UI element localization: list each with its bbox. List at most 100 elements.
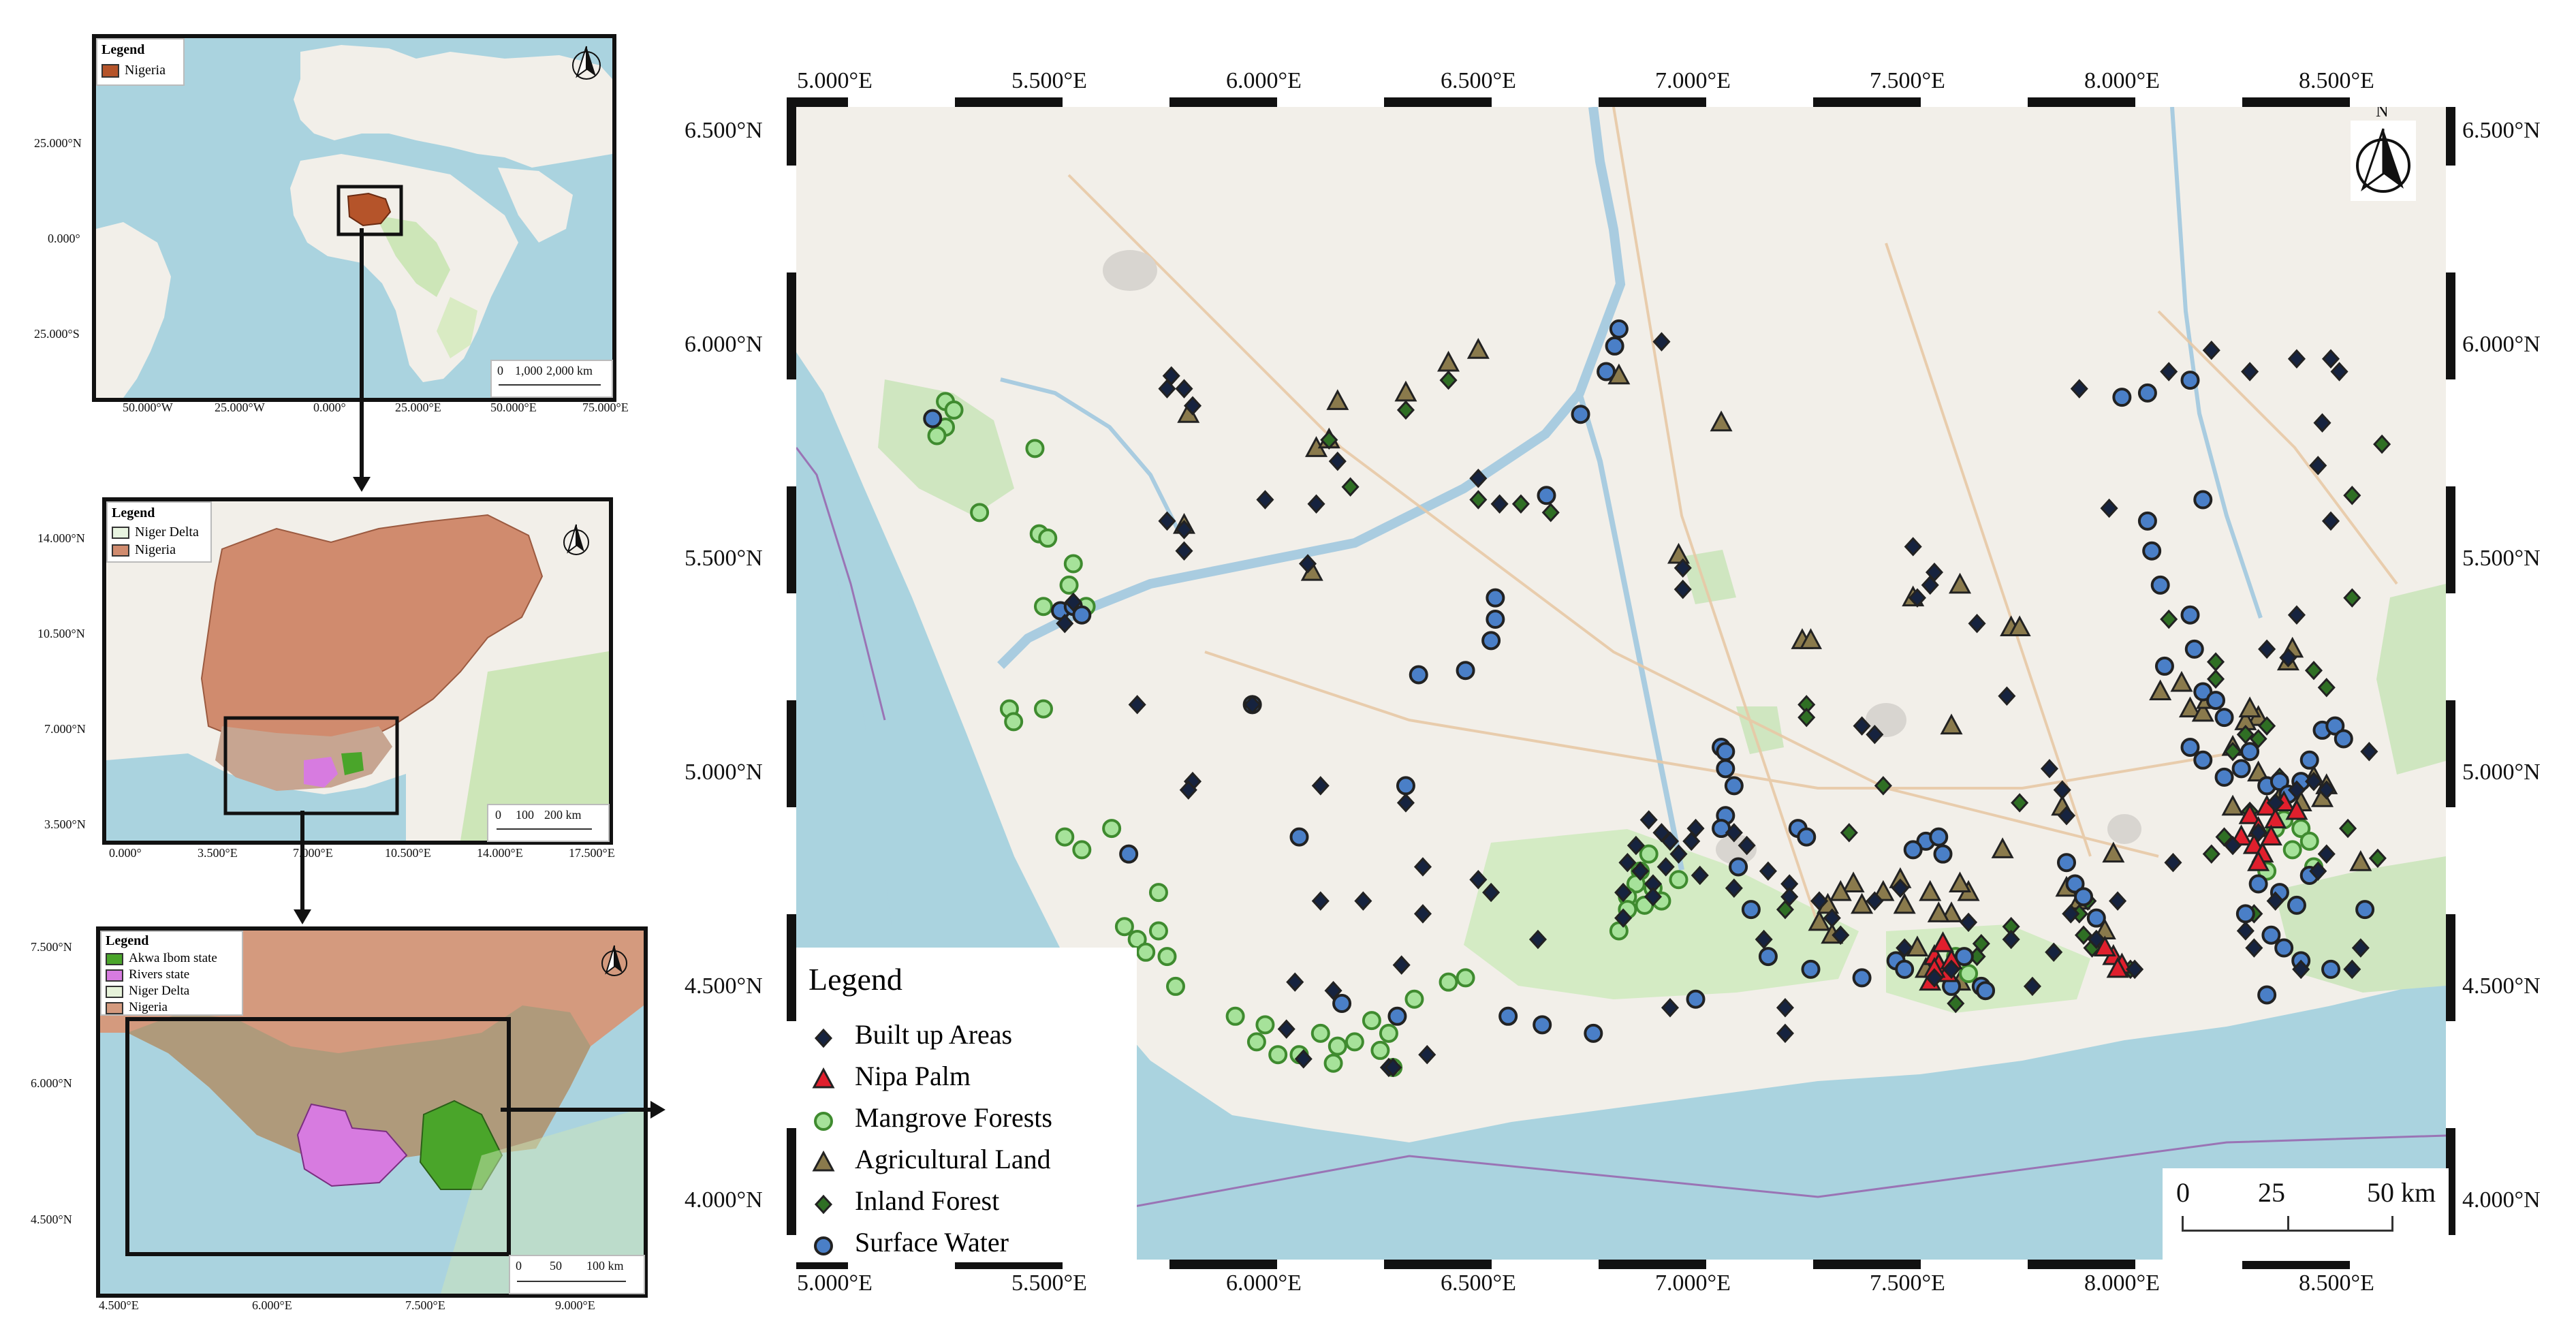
built-up-area-point — [1413, 857, 1432, 877]
frame-band — [1706, 97, 1813, 107]
built-up-area-point — [1056, 614, 1074, 634]
main-lon-label-bottom: 7.500°E — [1870, 1270, 1945, 1296]
points-layer — [923, 319, 2391, 1078]
frame-band — [1063, 97, 1169, 107]
delta-lon-label: 7.500°E — [405, 1298, 445, 1312]
built-up-area-point — [1528, 929, 1547, 950]
surface-water-point — [1498, 1006, 1518, 1026]
delta-legend-item: Rivers state — [106, 967, 189, 982]
world-lat-label: 0.000° — [48, 232, 80, 245]
main-legend-label: Surface Water — [855, 1227, 1009, 1258]
built-up-area-point — [1691, 865, 1709, 886]
nigeria-lat-label: 3.500°N — [44, 817, 86, 831]
surface-water-point — [1597, 362, 1616, 381]
niger-river — [997, 107, 1626, 669]
nigeria-swatch — [112, 544, 129, 557]
main-lon-label-top: 5.500°E — [1011, 68, 1087, 93]
built-up-area-point — [1175, 520, 1193, 540]
world-scale-0: 0 — [497, 364, 503, 377]
frame-band — [2135, 97, 2242, 107]
built-up-area-point — [1891, 878, 1909, 899]
mangrove-forest-point — [970, 503, 990, 522]
mangrove-forest-point — [1033, 597, 1053, 617]
main-map-panel: 5.000°E 5.500°E 6.000°E 6.500°E 7.000°E … — [671, 51, 2571, 1342]
inland-forest-point — [1469, 490, 1488, 510]
nipa-palm-point — [2238, 803, 2261, 824]
built-up-area-point — [1921, 575, 1939, 595]
built-up-area-point — [1392, 955, 1411, 975]
built-up-area-point — [2360, 742, 2378, 762]
main-legend-item: Inland Forest — [810, 1185, 999, 1217]
inland-forest-point — [2368, 848, 2387, 869]
connector-arrowhead-1 — [353, 477, 371, 492]
mangrove-forests-symbol-icon — [814, 1111, 833, 1131]
nigeria-lon-label: 17.500°E — [569, 846, 615, 860]
world-lon-label: 25.000°E — [395, 401, 441, 414]
surface-water-point — [1929, 827, 1949, 847]
surface-water-point — [2257, 985, 2277, 1005]
inland-forest-point — [2339, 818, 2357, 839]
surface-water-point — [1456, 661, 1475, 681]
main-scale-bar: 0 25 50 km — [2163, 1168, 2449, 1261]
built-up-area-point — [1866, 891, 1884, 911]
surface-water-point — [1609, 319, 1629, 339]
built-up-area-point — [1396, 793, 1415, 813]
agricultural-land-point — [1927, 901, 1950, 922]
built-up-area-point — [1968, 614, 1986, 634]
delta-lon-label: 6.000°E — [252, 1298, 292, 1312]
main-lat-label-right: 6.000°N — [2462, 332, 2541, 357]
frame-band — [2446, 807, 2455, 914]
world-map-frame — [92, 34, 616, 402]
main-scale-0: 0 — [2176, 1177, 2190, 1208]
nigeria-scale-2: 200 km — [544, 808, 582, 822]
frame-band — [1277, 97, 1384, 107]
nigeria-lon-label: 3.500°E — [198, 846, 238, 860]
mangrove-forest-point — [1055, 827, 1075, 847]
main-lon-label-top: 6.500°E — [1441, 68, 1516, 93]
agricultural-land-point — [1808, 909, 1831, 931]
surface-water-point — [1741, 900, 1761, 920]
built-up-areas-symbol-icon — [814, 1028, 833, 1048]
legend-marker — [814, 1194, 833, 1215]
inland-forest-point — [1840, 823, 1858, 843]
surface-water-point — [1486, 610, 1505, 629]
surface-water-point — [1332, 994, 1352, 1013]
mangrove-forest-point — [1246, 1032, 1266, 1052]
inland-forest-point — [1797, 707, 1816, 728]
built-up-area-point — [2040, 759, 2059, 779]
mangrove-forest-point — [1025, 439, 1045, 458]
mangrove-forest-point — [2282, 840, 2302, 860]
surface-water-point — [1605, 336, 1624, 356]
agricultural-land-point — [1893, 892, 1916, 914]
built-up-area-point — [2321, 349, 2340, 369]
built-up-area-point — [2045, 942, 2063, 963]
surface-water-point — [2154, 656, 2174, 676]
inland-forest-point — [1511, 494, 1530, 514]
surface-water-point — [1584, 1023, 1603, 1043]
surface-water-point — [1289, 827, 1309, 847]
nigeria-legend-item: Nigeria — [112, 542, 176, 558]
frame-band — [2135, 1260, 2242, 1269]
built-up-area-point — [2126, 959, 2144, 980]
built-up-area-point — [2287, 605, 2306, 625]
built-up-area-point — [2023, 976, 2041, 997]
main-legend-item: Nipa Palm — [810, 1060, 971, 1093]
built-up-area-point — [2321, 511, 2340, 531]
world-lon-label: 50.000°E — [490, 401, 537, 414]
built-up-area-point — [2266, 793, 2284, 813]
main-legend-label: Mangrove Forests — [855, 1102, 1052, 1133]
surface-water-point — [2142, 541, 2162, 561]
main-lat-label-left: 4.500°N — [685, 973, 763, 999]
built-up-area-point — [1725, 878, 1743, 899]
built-up-area-point — [2160, 362, 2178, 381]
built-up-area-point — [1738, 835, 1756, 856]
agricultural-land-point — [1842, 871, 1865, 893]
world-scale-2: 2,000 km — [546, 364, 593, 377]
mangrove-forest-point — [1255, 1015, 1275, 1035]
surface-water-point — [1954, 947, 1974, 967]
built-up-area-point — [2236, 921, 2255, 941]
built-up-area-point — [1674, 558, 1692, 578]
built-up-area-point — [1674, 579, 1692, 599]
surface-water-point — [1716, 742, 1735, 762]
agricultural-land-point — [1667, 542, 1691, 564]
